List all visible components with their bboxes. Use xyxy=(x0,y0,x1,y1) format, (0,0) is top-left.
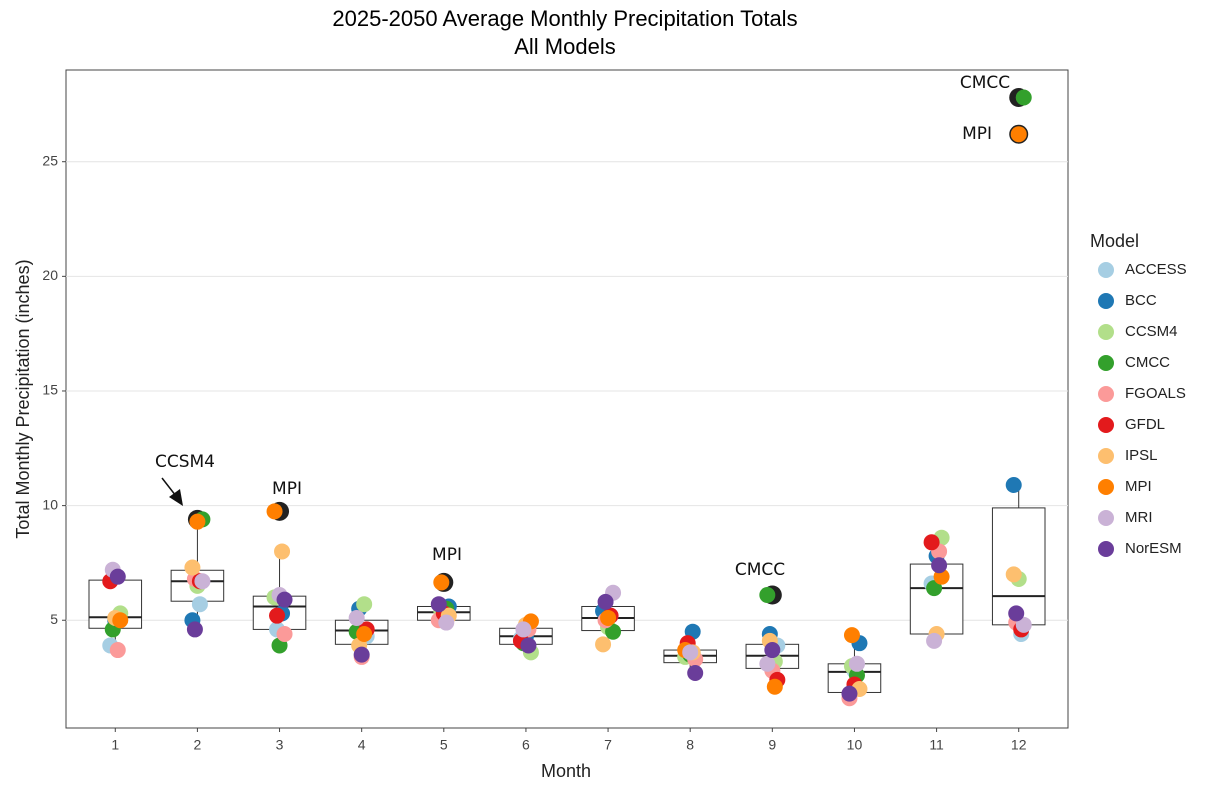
x-tick-label: 1 xyxy=(111,737,119,753)
data-point xyxy=(430,596,447,613)
data-point xyxy=(266,503,283,520)
x-tick-label: 11 xyxy=(929,737,944,753)
legend-swatch xyxy=(1098,324,1114,340)
data-point xyxy=(595,636,612,653)
data-point xyxy=(597,593,614,610)
legend-label: IPSL xyxy=(1125,447,1158,464)
data-point xyxy=(926,632,943,649)
plot-frame xyxy=(65,69,1069,729)
legend-swatch xyxy=(1098,386,1114,402)
data-point xyxy=(1015,616,1032,633)
data-point xyxy=(438,614,455,631)
data-point xyxy=(356,596,373,613)
x-tick-label: 5 xyxy=(440,737,448,753)
x-tick-label: 12 xyxy=(1011,737,1027,753)
legend-swatch xyxy=(1098,479,1114,495)
x-tick-label: 3 xyxy=(276,737,284,753)
data-point xyxy=(848,655,865,672)
annotation: CMCC xyxy=(960,73,1010,93)
data-point xyxy=(687,664,704,681)
data-point xyxy=(186,621,203,638)
x-tick-label: 10 xyxy=(847,737,863,753)
data-point xyxy=(194,573,211,590)
data-point xyxy=(276,591,293,608)
data-point xyxy=(348,609,365,626)
data-point xyxy=(112,612,129,629)
x-tick-label: 9 xyxy=(768,737,776,753)
data-point xyxy=(189,513,206,530)
legend-swatch xyxy=(1098,448,1114,464)
data-point xyxy=(764,642,781,659)
box xyxy=(991,507,1046,626)
x-tick-label: 6 xyxy=(522,737,530,753)
x-tick-label: 8 xyxy=(686,737,694,753)
legend-label: MPI xyxy=(1125,478,1152,495)
data-point xyxy=(356,626,373,642)
annotation: MPI xyxy=(272,479,302,499)
data-point xyxy=(1015,89,1032,106)
data-point xyxy=(931,557,948,574)
x-tick-label: 7 xyxy=(604,737,612,753)
data-point xyxy=(269,607,286,624)
legend-label: CMCC xyxy=(1125,354,1170,371)
x-tick-label: 2 xyxy=(194,737,202,753)
legend-swatch xyxy=(1098,541,1114,557)
legend-swatch xyxy=(1098,262,1114,278)
data-point xyxy=(109,568,126,585)
data-point xyxy=(766,678,783,695)
data-point xyxy=(605,623,622,640)
annotation: MPI xyxy=(432,545,462,565)
y-axis-title: Total Monthly Precipitation (inches) xyxy=(13,259,33,538)
annotation: CMCC xyxy=(735,560,785,580)
data-point xyxy=(1008,605,1025,622)
legend-swatch xyxy=(1098,417,1114,433)
y-tick-label: 15 xyxy=(42,382,58,398)
data-point xyxy=(184,559,201,576)
chart-title: 2025-2050 Average Monthly Precipitation … xyxy=(332,6,797,31)
data-point xyxy=(759,655,776,672)
legend-swatch xyxy=(1098,510,1114,526)
y-tick-label: 10 xyxy=(42,496,58,512)
data-point xyxy=(433,574,450,591)
annotation-arrowhead xyxy=(169,489,183,506)
annotation: MPI xyxy=(962,124,992,144)
data-point xyxy=(1005,476,1022,493)
data-point xyxy=(759,587,776,604)
data-point xyxy=(515,621,532,638)
data-point xyxy=(1005,566,1022,583)
legend-swatch xyxy=(1098,293,1114,309)
y-tick-label: 20 xyxy=(42,267,58,283)
legend-label: NorESM xyxy=(1125,540,1182,557)
data-point xyxy=(191,596,208,613)
data-point xyxy=(600,609,617,626)
legend-label: CCSM4 xyxy=(1125,323,1178,340)
y-tick-label: 25 xyxy=(42,152,58,168)
annotation: CCSM4 xyxy=(155,452,215,472)
data-point xyxy=(926,580,943,597)
chart-subtitle: All Models xyxy=(514,34,615,59)
data-point xyxy=(1010,126,1027,143)
y-tick-label: 5 xyxy=(50,611,58,627)
data-point xyxy=(520,637,537,654)
data-point xyxy=(843,627,860,644)
annotation-arrow xyxy=(161,477,177,497)
legend-label: BCC xyxy=(1125,292,1157,309)
x-axis-title: Month xyxy=(541,761,591,781)
legend-label: FGOALS xyxy=(1125,385,1186,402)
data-point xyxy=(274,543,291,560)
legend-label: GFDL xyxy=(1125,416,1165,433)
data-point xyxy=(109,642,126,659)
legend-label: MRI xyxy=(1125,509,1153,526)
data-point xyxy=(353,646,370,663)
legend-swatch xyxy=(1098,355,1114,371)
x-tick-label: 4 xyxy=(358,737,366,753)
data-point xyxy=(841,685,858,702)
legend-title: Model xyxy=(1090,231,1139,251)
data-point xyxy=(682,644,699,661)
data-point xyxy=(923,534,940,551)
data-point xyxy=(276,626,293,642)
legend-label: ACCESS xyxy=(1125,261,1187,278)
